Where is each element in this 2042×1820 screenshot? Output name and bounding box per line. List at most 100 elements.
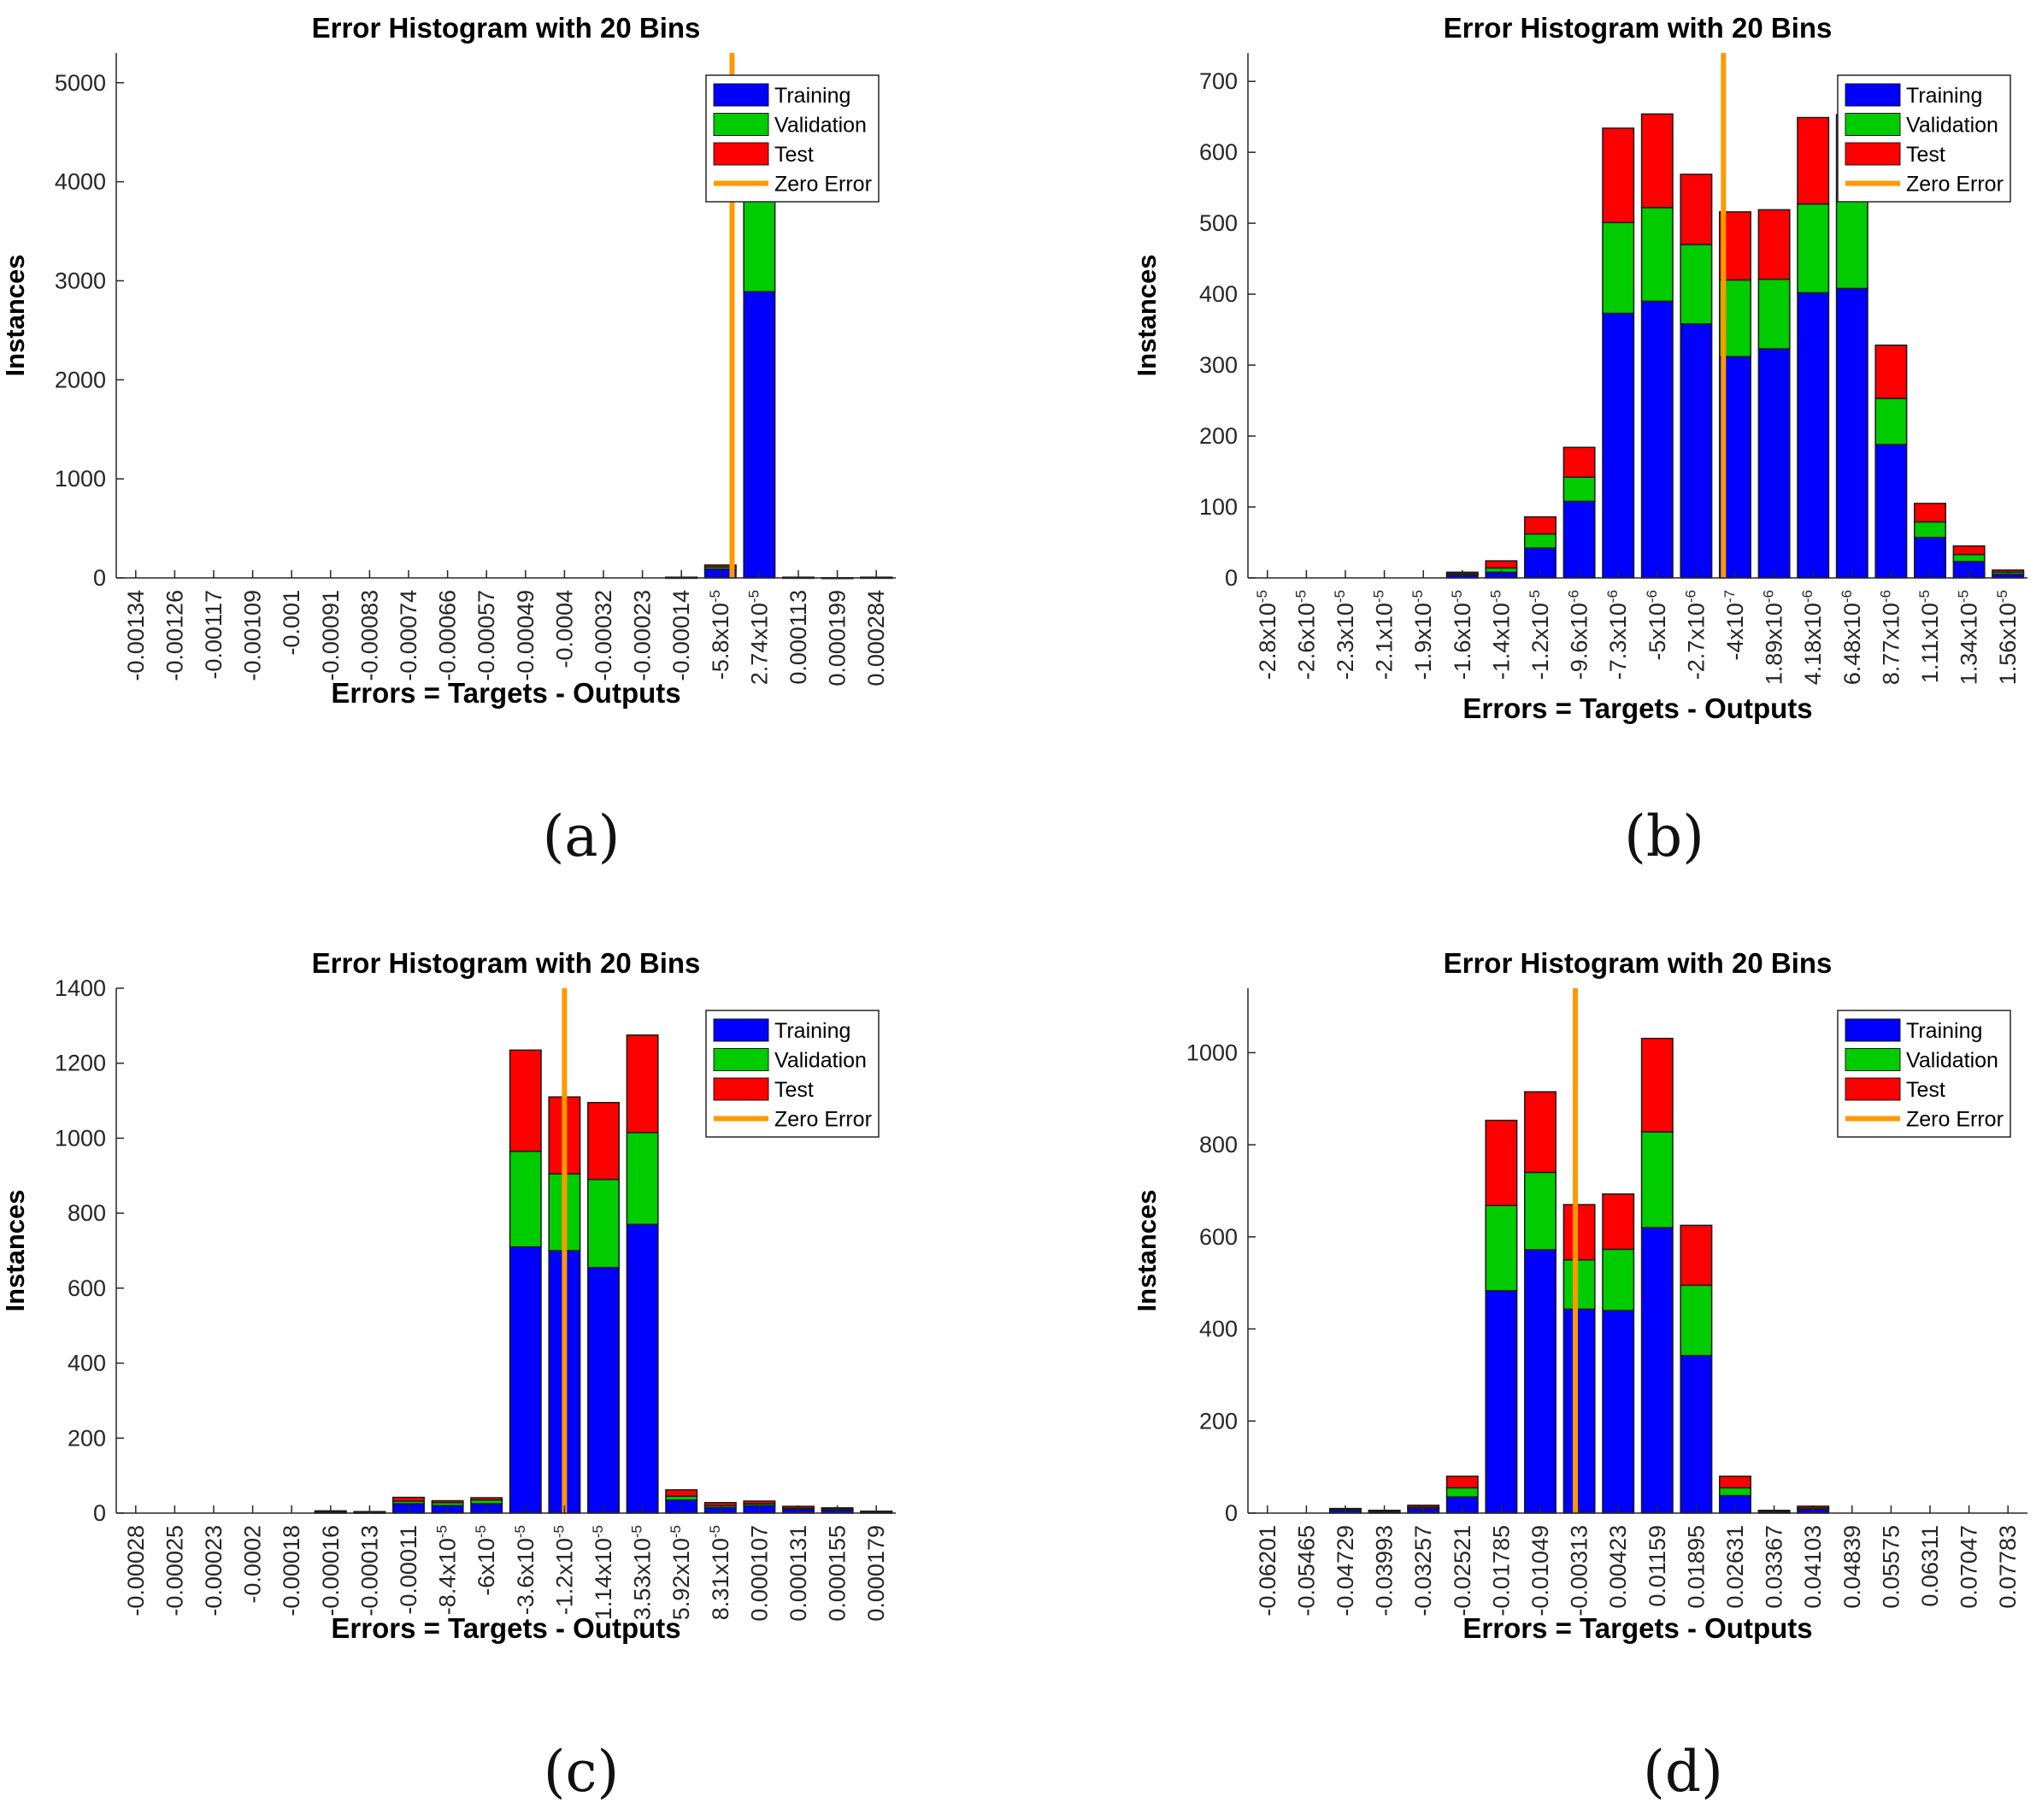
x-tick-label: 0.03367 [1762,1525,1787,1609]
bar-validation-15 [1835,195,1868,290]
bar-training-16 [743,291,776,579]
x-tick-label: -0.00028 [123,1525,149,1617]
y-tick-label: 1000 [1186,1040,1238,1065]
bar-training-15 [1835,287,1868,579]
legend-swatch-validation [1845,113,1901,136]
legend-label: Validation [1906,114,1998,138]
bar-validation-8 [1562,476,1596,503]
bar-test-8 [1562,446,1596,478]
bar-test-13 [626,1034,659,1134]
chart-c: Error Histogram with 20 Bins Instances 0 20… [0,947,896,1644]
x-tick-label: 6.48x10-6 [1839,590,1865,685]
bar-validation-9 [1602,221,1635,315]
bar-validation-16 [1874,398,1908,445]
x-tick-label: -0.00134 [123,590,149,681]
bar-validation-7 [1524,1171,1557,1251]
x-tick-label: 5.92x10-5 [668,1525,694,1620]
bar-training-6 [1485,1290,1518,1514]
y-tick-label: 400 [68,1351,106,1376]
bar-validation-17 [1914,521,1946,539]
bar-test-7 [1524,1091,1557,1174]
y-tick-label: 2000 [55,367,106,392]
x-tick-label: -2.1x10-5 [1371,590,1398,680]
x-tick-label: -7.3x10-6 [1604,590,1631,680]
x-tick-label: 4.18x10-6 [1799,590,1826,685]
bar-training-12 [587,1266,620,1514]
bar-test-15 [703,564,737,568]
x-tick-label: -0.00066 [435,590,461,681]
bar-validation-10 [1640,207,1674,303]
bar-test-18 [1952,545,1986,556]
x-tick-label: -0.03993 [1372,1525,1398,1617]
x-tick-label: -0.00018 [279,1525,304,1617]
legend-label: Test [1906,1078,1945,1102]
x-tick-label: -0.0004 [551,590,577,669]
legend-label: Zero Error [774,173,872,197]
legend-label: Test [774,143,814,167]
x-tick-label: 1.11x10-5 [1916,590,1943,683]
legend-label: Validation [774,1049,867,1073]
x-tick-label: -0.03257 [1410,1525,1436,1617]
legend-label: Zero Error [1906,1108,2004,1132]
x-tick-label: -0.00014 [668,590,694,681]
bar-test-9 [470,1497,503,1501]
x-tick-label: -0.0002 [240,1525,266,1604]
bar-training-9 [1602,312,1635,579]
legend-label: Test [774,1078,814,1102]
x-tick-label: -0.01785 [1488,1525,1514,1617]
x-tick-label: -5x10-6 [1644,590,1670,661]
x-tick-label: 0.000107 [746,1525,772,1622]
histogram-panel-a: Error Histogram with 20 Bins Instances 0 10… [0,0,1021,910]
chart-d: Error Histogram with 20 Bins Instances 0 20… [1132,947,2027,1644]
bar-training-9 [1602,1310,1635,1514]
x-tick-label: -0.00025 [162,1525,187,1617]
y-tick-label: 0 [93,1500,106,1526]
bar-test-8 [1562,1204,1596,1261]
bar-training-10 [1640,300,1674,579]
x-tick-label: -1.9x10-5 [1409,590,1436,680]
x-tick-label: -1.6x10-5 [1449,590,1475,680]
bar-validation-18 [1952,553,1986,562]
legend-label: Zero Error [1906,173,2004,197]
histogram-panel-c: Error Histogram with 20 Bins Instances 0 20… [0,910,1021,1819]
bar-training-11 [1680,323,1713,579]
bar-validation-5 [1445,1487,1479,1498]
bar-test-15 [703,1501,737,1506]
bar-validation-13 [626,1132,659,1226]
x-axis-label: Errors = Targets - Outputs [1462,692,1812,724]
bar-test-9 [1602,127,1635,224]
y-tick-label: 400 [1199,281,1238,307]
legend-label: Validation [774,114,867,138]
y-tick-label: 1400 [55,975,106,1001]
x-tick-label: 0.04103 [1800,1525,1826,1609]
bar-test-12 [587,1102,620,1181]
x-tick-label: 1.89x10-6 [1761,590,1787,685]
y-axis-label: Instances [0,254,30,376]
chart-b: Error Histogram with 20 Bins Instances 0 10… [1132,12,2027,724]
histogram-panel-d: Error Histogram with 20 Bins Instances 0 20… [1021,910,2041,1819]
x-tick-label: 2.74x10-5 [745,590,772,685]
bar-test-10 [1640,1037,1674,1133]
x-tick-label: 0.06311 [1917,1525,1943,1607]
bar-training-8 [1562,500,1596,579]
y-tick-label: 200 [1199,1408,1238,1434]
x-tick-label: -9.6x10-6 [1566,590,1592,680]
bar-validation-10 [509,1151,542,1248]
bar-test-14 [665,1489,698,1498]
bar-training-13 [1757,348,1791,579]
bar-test-11 [1680,174,1713,245]
x-tick-label: -0.00032 [591,590,616,681]
x-tick-label: -0.06201 [1255,1525,1280,1617]
y-tick-label: 1000 [55,1125,106,1151]
bar-validation-9 [1602,1248,1635,1311]
x-tick-label: 0.01895 [1683,1525,1709,1609]
x-tick-label: -0.00011 [396,1525,421,1615]
x-tick-label: 0.000131 [786,1525,811,1622]
bar-test-10 [509,1049,542,1152]
x-tick-label: 1.14x10-5 [590,1525,616,1620]
y-tick-label: 0 [1225,565,1238,591]
legend-swatch-training [1845,83,1901,107]
chart-title: Error Histogram with 20 Bins [1444,12,1833,44]
bar-validation-7 [1524,533,1557,549]
legend-label: Training [774,84,850,108]
